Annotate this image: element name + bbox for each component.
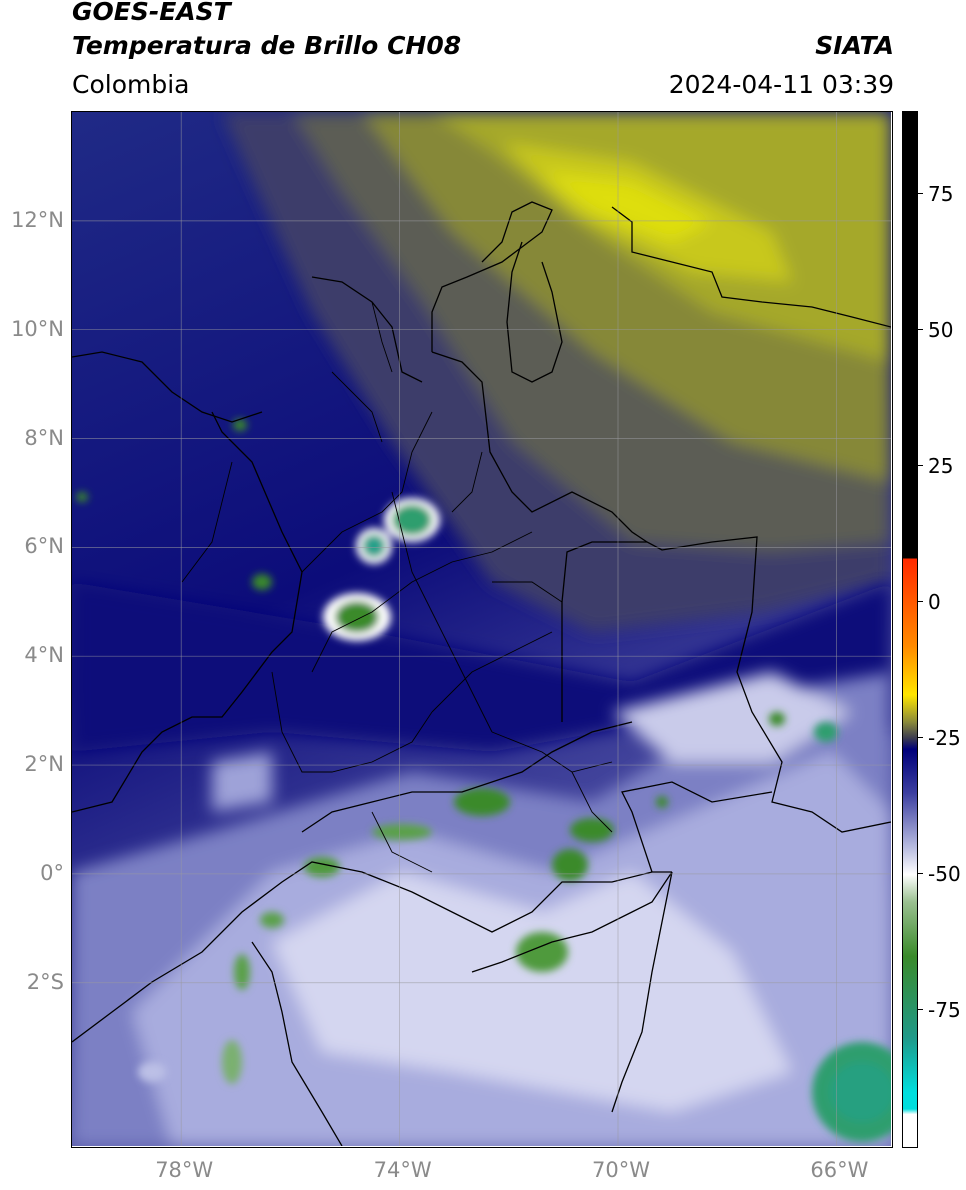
colorbar-tick (918, 193, 923, 195)
satellite-map (71, 111, 893, 1148)
latitude-tick-label: 2°S (26, 969, 64, 994)
map-canvas (72, 112, 892, 1147)
map-gridlines (72, 112, 891, 1146)
colorbar-tick (918, 1009, 923, 1011)
latitude-tick-label: 0° (40, 860, 64, 885)
colorbar (902, 111, 918, 1148)
colorbar-tick (918, 465, 923, 467)
colorbar-tick (918, 873, 923, 875)
latitude-tick-label: 8°N (24, 425, 64, 450)
colorbar-tick-label: -25 (928, 725, 961, 750)
colorbar-tick (918, 329, 923, 331)
country-borders (72, 201, 892, 1147)
colorbar-tick-label: 75 (928, 181, 954, 206)
longitude-tick-label: 78°W (155, 1158, 214, 1182)
longitude-tick-label: 66°W (810, 1158, 869, 1182)
latitude-tick-label: 2°N (24, 752, 64, 777)
cold-cloud-region (72, 672, 891, 1146)
colorbar-tick-label: 50 (928, 317, 954, 342)
colorbar-tick (918, 601, 923, 603)
longitude-tick-label: 70°W (592, 1158, 650, 1182)
dry-air-olive-region (222, 112, 891, 632)
agency-label: SIATA (815, 31, 894, 60)
convective-cores (76, 419, 892, 1142)
department-borders (181, 301, 613, 873)
latitude-tick-label: 12°N (11, 207, 64, 232)
latitude-tick-label: 4°N (24, 643, 64, 668)
colorbar-tick-label: -50 (928, 861, 961, 886)
colorbar-tick (918, 737, 923, 739)
product-title: Temperatura de Brillo CH08 (72, 31, 462, 60)
colorbar-tick-label: 25 (928, 453, 954, 478)
colorbar-tick-label: -75 (928, 997, 961, 1022)
timestamp-label: 2024-04-11 03:39 (668, 70, 894, 99)
region-label: Colombia (72, 70, 190, 99)
longitude-tick-label: 74°W (373, 1158, 432, 1182)
latitude-tick-label: 6°N (24, 534, 64, 559)
latitude-tick-label: 10°N (11, 316, 64, 341)
colorbar-tick-label: 0 (928, 589, 941, 614)
satellite-title: GOES-EAST (72, 0, 231, 26)
